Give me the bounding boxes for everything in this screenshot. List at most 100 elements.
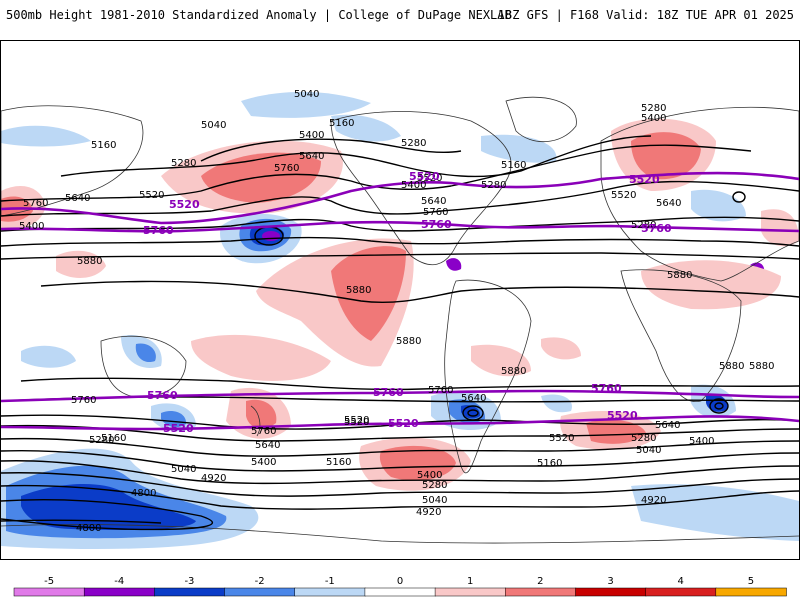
clabel: 5520 — [549, 433, 574, 444]
colorbar-segment-zero — [364, 587, 436, 597]
contour-4920-s — [1, 484, 799, 510]
contour-4800-s2 — [1, 519, 162, 524]
anomaly-pos2-satl-ridge — [586, 419, 646, 444]
contour-purple-5520-n — [1, 171, 799, 225]
contour-europe-low — [732, 191, 746, 203]
contour-5280-s — [1, 449, 799, 472]
clabel: 5040 — [422, 495, 447, 506]
clabel-purple: 5760 — [147, 389, 178, 402]
coast-new-zealand — [250, 405, 261, 437]
anomaly-pos1-pacific-south — [191, 334, 331, 381]
colorbar-tick-label: 5 — [748, 576, 754, 587]
clabel: 5640 — [299, 151, 324, 162]
anomaly-pos1-east-edge — [761, 209, 799, 247]
clabel-purple: 5760 — [421, 218, 452, 231]
contour-5400-s — [1, 437, 799, 457]
clabel: 5880 — [667, 270, 692, 281]
clabel: 5880 — [501, 366, 526, 377]
colorbar-segment-neg3 — [154, 587, 226, 597]
colorbar-segment-pos1 — [434, 587, 507, 597]
clabel: 5040 — [171, 464, 196, 475]
clabel: 4800 — [131, 488, 156, 499]
anomaly-neg1-arctic-b — [331, 114, 401, 142]
map-canvas: 5040 5040 5160 5160 5280 5280 5280 5280 … — [1, 89, 799, 550]
clabel: 5640 — [65, 193, 90, 204]
clabel: 5160 — [101, 433, 126, 444]
clabel: 4800 — [76, 523, 101, 534]
contour-5040-arctic — [200, 138, 462, 162]
clabel: 5280 — [631, 220, 656, 231]
clabel: 5760 — [23, 198, 48, 209]
clabel: 5280 — [171, 158, 196, 169]
colorbar-segment-pos5 — [715, 587, 787, 597]
anomaly-pos2-cpac — [331, 246, 406, 341]
contour-labels: 5040 5040 5160 5160 5280 5280 5280 5280 … — [19, 89, 774, 534]
colorbar-tick-label: 2 — [537, 576, 543, 587]
clabel: 5880 — [77, 256, 102, 267]
anomaly-pos2-npac-ridge — [201, 152, 321, 203]
anomaly-map: 5040 5040 5160 5160 5280 5280 5280 5280 … — [0, 40, 800, 560]
colorbar-segment-pos2 — [505, 587, 577, 597]
contour-5280 — [1, 144, 752, 202]
clabel: 5280 — [481, 180, 506, 191]
colorbar-tick-label: 1 — [467, 576, 473, 587]
anomaly-pos2-spac — [379, 445, 456, 481]
clabel: 5640 — [421, 196, 446, 207]
coast-south-america — [444, 279, 532, 474]
clabel-purple: 5760 — [591, 382, 622, 395]
colorbar-segment-neg4 — [83, 587, 156, 597]
clabel: 5280 — [631, 433, 656, 444]
clabel-purple: 5760 — [143, 224, 174, 237]
contour-5640 — [1, 236, 799, 247]
model-valid-time: 18Z GFS | F168 Valid: 18Z TUE APR 01 202… — [497, 8, 794, 22]
contour-5520 — [1, 216, 799, 232]
anomaly-neg1-europe — [691, 189, 746, 222]
colorbar-tick-label: -5 — [44, 576, 54, 587]
colorbar-tick-label: -4 — [114, 576, 124, 587]
colorbar-segments — [13, 587, 787, 597]
anomaly-pos1-sa2 — [541, 337, 581, 360]
contour-5400 — [1, 180, 799, 217]
clabel: 4920 — [416, 507, 441, 518]
anomaly-neg1-sio — [21, 345, 76, 368]
anomaly-neg4-caribbean — [446, 258, 462, 271]
clabel: 4920 — [641, 495, 666, 506]
contour-4800-s — [1, 498, 214, 531]
coast-antarctica — [1, 524, 799, 544]
clabel: 5760 — [423, 207, 448, 218]
anomaly-colorbar: -5 -4 -3 -2 -1 0 1 2 3 4 5 — [0, 570, 800, 600]
colorbar-svg: -5 -4 -3 -2 -1 0 1 2 3 4 5 — [13, 576, 787, 597]
colorbar-ticks: -5 -4 -3 -2 -1 0 1 2 3 4 5 — [44, 576, 754, 587]
contour-indian-low-inner — [714, 402, 724, 410]
clabel-purple: 5520 — [388, 417, 419, 430]
coast-europe-asia — [600, 106, 799, 282]
clabel: 5400 — [19, 221, 44, 232]
clabel-purple: 5520 — [409, 170, 440, 183]
height-contours — [1, 135, 799, 531]
contour-purple-5760-n — [1, 220, 799, 233]
clabel: 5760 — [274, 163, 299, 174]
clabel: 5160 — [91, 140, 116, 151]
clabel: 5880 — [396, 336, 421, 347]
coast-greenland — [505, 96, 577, 143]
clabel: 5280 — [89, 435, 114, 446]
clabel: 5400 — [417, 470, 442, 481]
header: 500mb Height 1981-2010 Standardized Anom… — [0, 0, 800, 34]
anomaly-pos2-europe — [631, 132, 701, 180]
coast-australia — [100, 335, 187, 398]
anomaly-pos2-snz — [246, 399, 277, 429]
clabel: 5160 — [537, 458, 562, 469]
contour-5880-s — [20, 377, 799, 391]
clabel: 5040 — [636, 445, 661, 456]
clabel-purple: 5520 — [607, 409, 638, 422]
clabel: 5160 — [329, 118, 354, 129]
clabel-purple: 5520 — [629, 173, 660, 186]
colorbar-tick-label: -3 — [184, 576, 194, 587]
clabel: 5280 — [422, 480, 447, 491]
coastlines — [1, 96, 799, 544]
clabel: 5160 — [501, 160, 526, 171]
reference-contour-labels: 5520 5760 5520 5760 5520 5760 5760 5520 … — [143, 170, 672, 435]
clabel: 5640 — [255, 440, 280, 451]
contour-5520-s — [1, 424, 799, 442]
colorbar-segment-neg5 — [13, 587, 85, 597]
